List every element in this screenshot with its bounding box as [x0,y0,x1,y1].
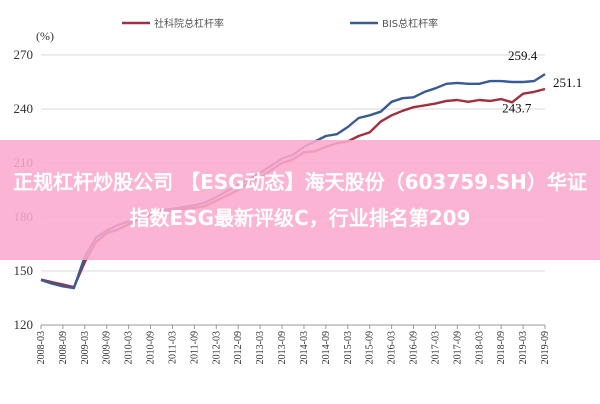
x-tick-label: 2016-03 [387,331,398,364]
y-tick-label: 270 [14,47,34,62]
x-tick-label: 2017-09 [452,331,463,364]
x-tick-label: 2009-09 [102,331,113,364]
x-tick-label: 2019-09 [540,331,551,364]
x-tick-label: 2017-03 [430,331,441,364]
x-tick-label: 2014-09 [321,331,332,364]
x-tick-label: 2013-03 [255,331,266,364]
overlay-banner[interactable]: 正规杠杆炒股公司 【ESG动态】海天股份（603759.SH）华证指数ESG最新… [0,140,600,260]
y-tick-label: 150 [14,263,34,278]
x-tick-label: 2010-03 [124,331,135,364]
x-tick-label: 2008-03 [36,331,47,364]
legend-label: BIS总杠杆率 [382,17,438,30]
x-tick-label: 2009-03 [80,331,91,364]
x-tick-label: 2012-09 [233,331,244,364]
x-tick-label: 2008-09 [58,331,69,364]
annotation-label: 259.4 [508,48,538,63]
x-tick-label: 2018-03 [474,331,485,364]
x-tick-label: 2015-09 [365,331,376,364]
y-tick-label: 240 [14,101,34,116]
annotations: 259.4 251.1 243.7 [502,48,582,115]
x-tick-label: 2011-09 [189,331,200,364]
x-tick-label: 2011-03 [167,331,178,364]
x-tick-label: 2012-03 [211,331,222,364]
x-tick-label: 2018-09 [496,331,507,364]
legend-label: 社科院总杠杆率 [154,17,224,30]
x-tick-label: 2016-09 [409,331,420,364]
x-tick-label: 2019-03 [518,331,529,364]
banner-text: 正规杠杆炒股公司 【ESG动态】海天股份（603759.SH）华证指数ESG最新… [13,170,587,230]
y-axis-label: (%) [36,29,54,43]
x-tick-label: 2014-03 [299,331,310,364]
x-tick-label: 2013-09 [277,331,288,364]
x-tick-label: 2010-09 [146,331,157,364]
y-tick-label: 120 [14,317,34,332]
x-tick-labels: 2008-03 2008-09 2009-03 2009-09 2010-03 2010-… [36,325,551,364]
annotation-label: 243.7 [502,100,532,115]
annotation-label: 251.1 [553,75,582,90]
legend: 社科院总杠杆率 BIS总杠杆率 [122,17,438,30]
x-tick-label: 2015-03 [343,331,354,364]
